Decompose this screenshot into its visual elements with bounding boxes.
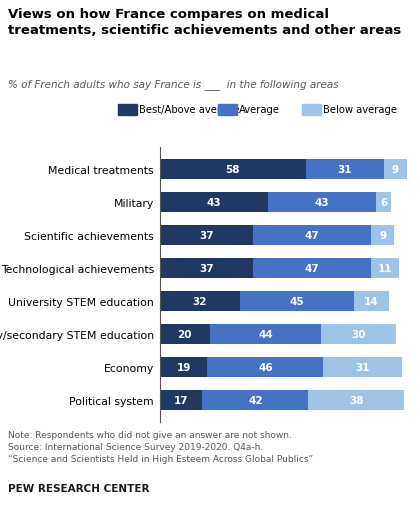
Bar bbox=[160, 390, 202, 410]
Text: 31: 31 bbox=[338, 165, 352, 175]
Bar bbox=[160, 259, 253, 278]
Bar bbox=[384, 160, 407, 180]
Bar bbox=[253, 226, 371, 245]
Text: 43: 43 bbox=[207, 198, 221, 208]
Text: 17: 17 bbox=[174, 395, 188, 405]
Bar bbox=[376, 193, 391, 213]
Text: Average: Average bbox=[239, 104, 281, 115]
Text: 30: 30 bbox=[352, 329, 366, 340]
Bar bbox=[371, 259, 399, 278]
Bar bbox=[240, 292, 354, 312]
Bar bbox=[160, 226, 253, 245]
Text: % of French adults who say France is ___  in the following areas: % of French adults who say France is ___… bbox=[8, 79, 339, 90]
Bar bbox=[321, 325, 396, 344]
Text: Note: Respondents who did not give an answer are not shown.
Source: Internationa: Note: Respondents who did not give an an… bbox=[8, 430, 313, 463]
Text: Below average: Below average bbox=[323, 104, 397, 115]
Bar bbox=[308, 390, 404, 410]
Bar bbox=[160, 325, 210, 344]
Text: Best/Above average: Best/Above average bbox=[139, 104, 239, 115]
Text: 14: 14 bbox=[364, 296, 378, 306]
Text: 37: 37 bbox=[199, 231, 213, 241]
Bar bbox=[253, 259, 371, 278]
Text: 43: 43 bbox=[315, 198, 329, 208]
Text: 6: 6 bbox=[380, 198, 388, 208]
Text: 58: 58 bbox=[226, 165, 240, 175]
Text: 44: 44 bbox=[258, 329, 273, 340]
Bar bbox=[160, 357, 207, 377]
Bar bbox=[306, 160, 384, 180]
Text: 11: 11 bbox=[378, 264, 392, 274]
Text: 9: 9 bbox=[392, 165, 399, 175]
Text: 32: 32 bbox=[193, 296, 207, 306]
Bar bbox=[207, 357, 323, 377]
Bar bbox=[160, 193, 268, 213]
Bar bbox=[210, 325, 321, 344]
Bar bbox=[160, 160, 306, 180]
Bar bbox=[323, 357, 402, 377]
Text: PEW RESEARCH CENTER: PEW RESEARCH CENTER bbox=[8, 483, 150, 493]
Text: 46: 46 bbox=[258, 362, 273, 372]
Bar bbox=[268, 193, 376, 213]
Bar bbox=[202, 390, 308, 410]
Bar bbox=[354, 292, 389, 312]
Text: 19: 19 bbox=[176, 362, 191, 372]
Text: 47: 47 bbox=[304, 231, 320, 241]
Text: 45: 45 bbox=[290, 296, 304, 306]
Text: 38: 38 bbox=[349, 395, 363, 405]
Text: 31: 31 bbox=[355, 362, 370, 372]
Text: 42: 42 bbox=[248, 395, 262, 405]
Text: 9: 9 bbox=[379, 231, 386, 241]
Bar bbox=[160, 292, 240, 312]
Bar bbox=[371, 226, 394, 245]
Text: 20: 20 bbox=[178, 329, 192, 340]
Text: 37: 37 bbox=[199, 264, 213, 274]
Text: 47: 47 bbox=[304, 264, 320, 274]
Text: Views on how France compares on medical
treatments, scientific achievements and : Views on how France compares on medical … bbox=[8, 8, 402, 37]
